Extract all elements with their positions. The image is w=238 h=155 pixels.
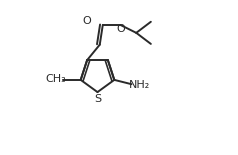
Text: O: O [116,24,125,34]
Text: NH₂: NH₂ [129,80,150,90]
Text: CH₃: CH₃ [45,74,66,84]
Text: O: O [82,16,91,26]
Text: S: S [94,94,101,104]
